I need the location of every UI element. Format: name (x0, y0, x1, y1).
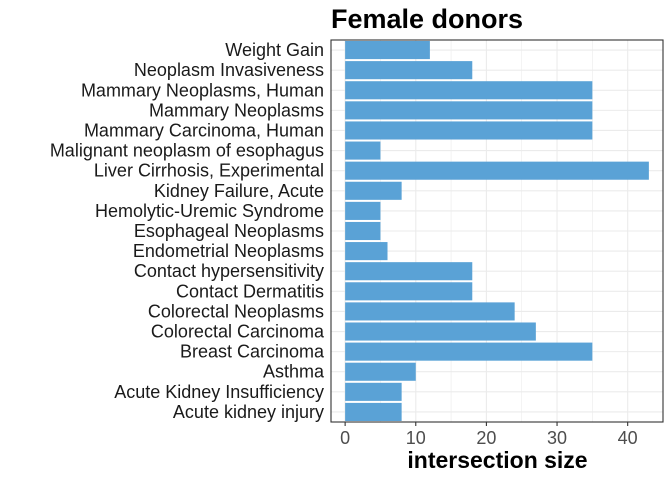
bar (345, 41, 430, 59)
bar (345, 262, 472, 280)
bar (345, 282, 472, 300)
category-label: Mammary Carcinoma, Human (84, 120, 324, 140)
bar (345, 182, 402, 200)
bar (345, 202, 380, 220)
x-tick-label: 10 (406, 428, 426, 448)
x-axis-label: intersection size (331, 447, 664, 474)
category-label: Colorectal Neoplasms (148, 301, 324, 321)
bar (345, 101, 592, 119)
category-label: Asthma (263, 362, 325, 382)
category-label: Breast Carcinoma (180, 342, 325, 362)
bar (345, 363, 416, 381)
bar (345, 322, 536, 340)
category-label: Mammary Neoplasms, Human (81, 80, 324, 100)
x-tick-label: 40 (618, 428, 638, 448)
bar (345, 61, 472, 79)
bar (345, 162, 649, 180)
category-label: Endometrial Neoplasms (133, 241, 324, 261)
x-tick-label: 20 (476, 428, 496, 448)
bar (345, 81, 592, 99)
bar (345, 302, 515, 320)
bar (345, 242, 387, 260)
category-label: Acute kidney injury (173, 402, 324, 422)
x-tick-label: 30 (547, 428, 567, 448)
bar (345, 343, 592, 361)
category-label: Acute Kidney Insufficiency (114, 382, 324, 402)
category-label: Esophageal Neoplasms (134, 221, 324, 241)
category-label: Hemolytic-Uremic Syndrome (95, 201, 324, 221)
category-label: Weight Gain (225, 40, 324, 60)
category-label: Contact hypersensitivity (134, 261, 324, 281)
bar (345, 222, 380, 240)
bar (345, 403, 402, 421)
category-label: Neoplasm Invasiveness (134, 60, 324, 80)
category-label: Liver Cirrhosis, Experimental (94, 161, 324, 181)
category-label: Kidney Failure, Acute (154, 181, 324, 201)
bar (345, 121, 592, 139)
category-label: Mammary Neoplasms (149, 100, 324, 120)
bar (345, 383, 402, 401)
category-label: Malignant neoplasm of esophagus (50, 141, 324, 161)
bar (345, 142, 380, 160)
category-label: Contact Dermatitis (176, 281, 324, 301)
x-tick-label: 0 (340, 428, 350, 448)
category-label: Colorectal Carcinoma (151, 322, 325, 342)
